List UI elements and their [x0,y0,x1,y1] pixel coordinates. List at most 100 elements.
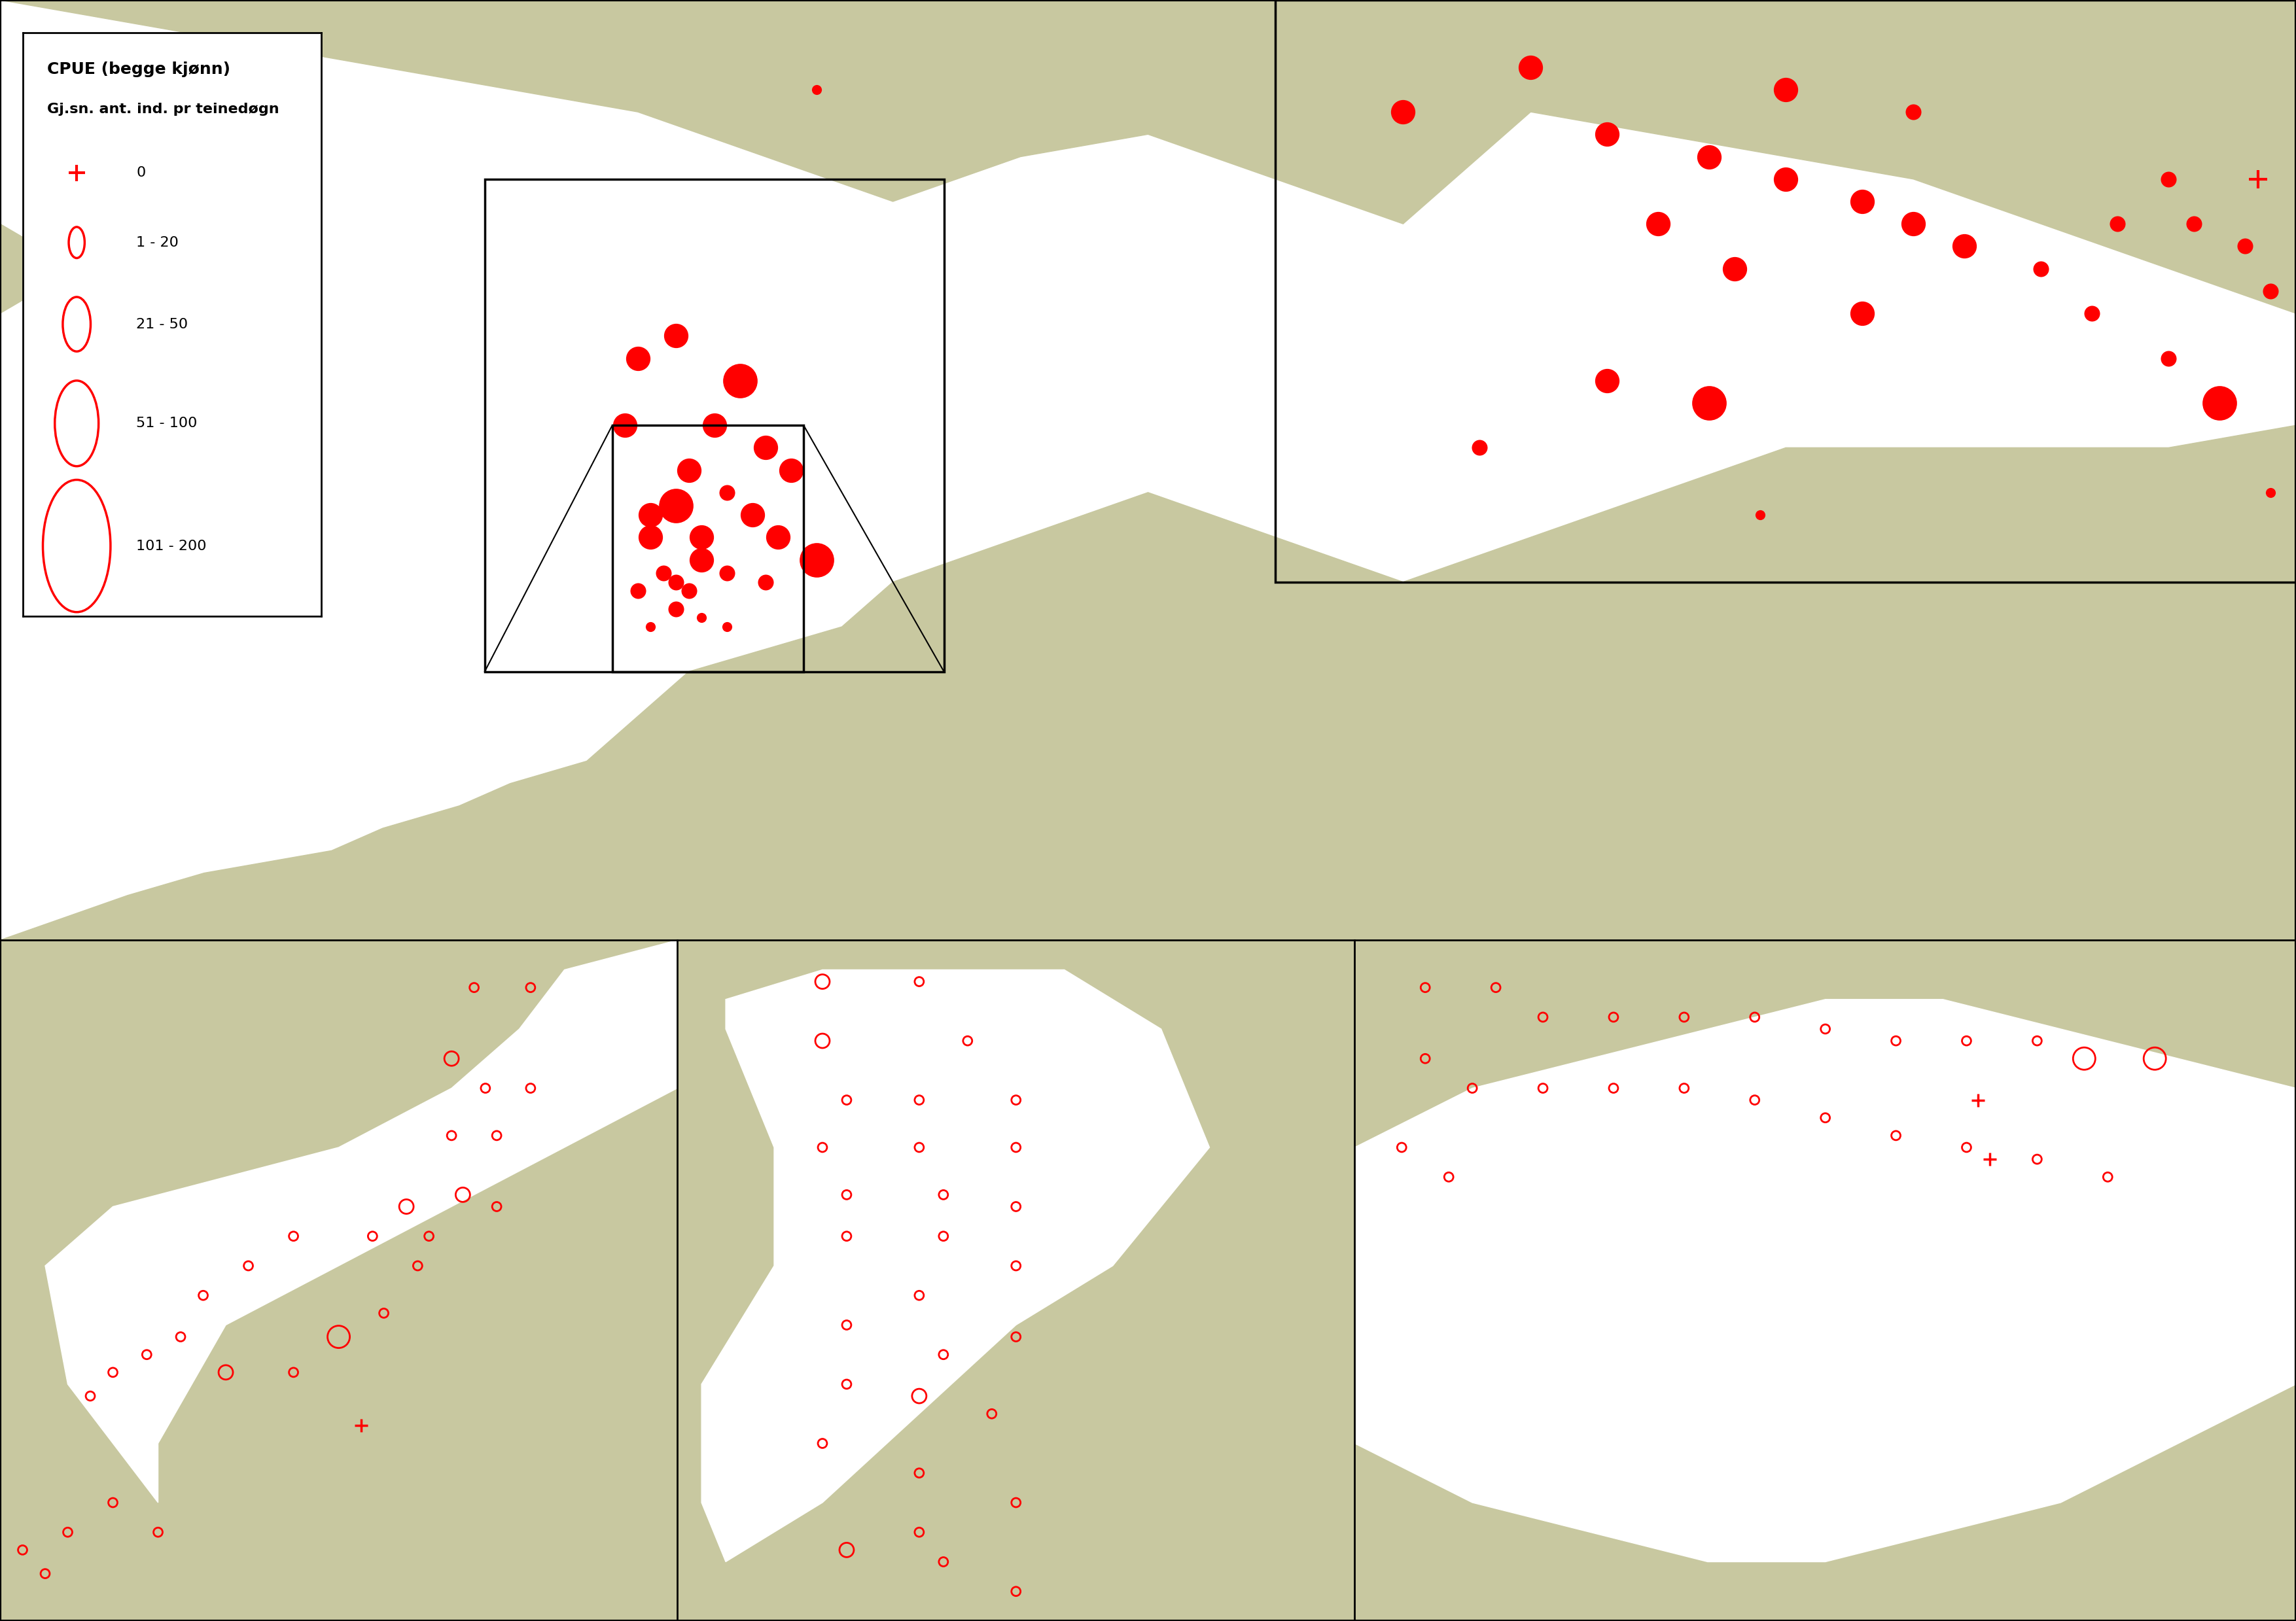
Point [735,503,771,528]
Point [1690,391,1727,417]
Point [829,1311,866,1337]
Point [445,1182,482,1208]
Point [799,76,836,102]
Point [684,546,721,572]
Point [606,412,643,438]
Point [1736,1003,1773,1029]
Polygon shape [0,0,2296,313]
Point [276,1224,312,1250]
Point [925,1224,962,1250]
Point [2202,391,2239,417]
Point [829,1182,866,1208]
Point [5,1537,41,1563]
Point [2149,165,2186,191]
Point [804,969,840,995]
Point [1639,211,1676,237]
Point [799,546,836,572]
Polygon shape [225,1000,406,1118]
Point [631,503,668,528]
Point [1878,1028,1915,1054]
Point [996,1324,1033,1350]
Point [94,1490,131,1516]
Point [1807,1106,1844,1131]
Point [1525,1003,1561,1029]
Point [1476,974,1513,1000]
Point [1407,1046,1444,1071]
Point [2149,345,2186,371]
Polygon shape [46,940,677,1503]
Point [900,1519,937,1545]
Point [696,412,732,438]
Point [411,1224,448,1250]
Point [996,1193,1033,1219]
Point [631,524,668,550]
Point [1665,1003,1701,1029]
Point [28,1561,64,1587]
Point [670,457,707,483]
Point [2252,480,2289,506]
Point [478,1123,514,1149]
Point [645,561,682,587]
Point [1382,1135,1419,1161]
Point [1407,974,1444,1000]
Point [388,1193,425,1219]
Point [709,561,746,587]
Point [1947,233,1984,259]
Point [2135,1046,2172,1071]
Point [721,368,758,394]
Polygon shape [1355,1000,2296,1561]
Bar [1277,0,2296,582]
Point [709,614,746,640]
Point [657,493,693,519]
Point [2099,211,2135,237]
Point [1525,1075,1561,1101]
Polygon shape [677,940,1355,1621]
Point [207,1360,243,1386]
Point [657,569,693,595]
Text: 51 - 100: 51 - 100 [135,417,197,430]
Point [620,345,657,371]
Polygon shape [0,201,76,313]
Text: 21 - 50: 21 - 50 [135,318,188,331]
Point [1460,434,1497,460]
Point [996,1579,1033,1605]
Point [2089,1164,2126,1190]
Point [354,1224,390,1250]
Point [1430,1164,1467,1190]
Point [996,1253,1033,1279]
Point [670,579,707,605]
Point [1878,1123,1915,1149]
Point [434,1046,471,1071]
Point [925,1342,962,1368]
Polygon shape [0,425,2296,940]
Point [684,605,721,631]
Text: 101 - 200: 101 - 200 [135,540,207,553]
Point [771,457,808,483]
Point [684,524,721,550]
Point [1736,1088,1773,1114]
Bar [613,425,804,671]
Point [163,1324,200,1350]
Point [709,480,746,506]
Point [1690,144,1727,170]
Point [804,1028,840,1054]
Point [657,597,693,622]
Point [760,524,797,550]
Point [512,1075,549,1101]
Point [900,1282,937,1308]
Point [1513,53,1550,79]
Point [2073,300,2110,326]
Point [900,1461,937,1486]
Point [129,1342,165,1368]
Point [140,1519,177,1545]
Text: CPUE (begge kjønn): CPUE (begge kjønn) [46,62,230,78]
Point [466,1075,503,1101]
Point [900,1088,937,1114]
Point [900,969,937,995]
Text: 1 - 20: 1 - 20 [135,237,179,250]
Point [900,1383,937,1409]
Point [400,1253,436,1279]
Point [804,1135,840,1161]
Point [948,1028,985,1054]
Point [829,1371,866,1397]
